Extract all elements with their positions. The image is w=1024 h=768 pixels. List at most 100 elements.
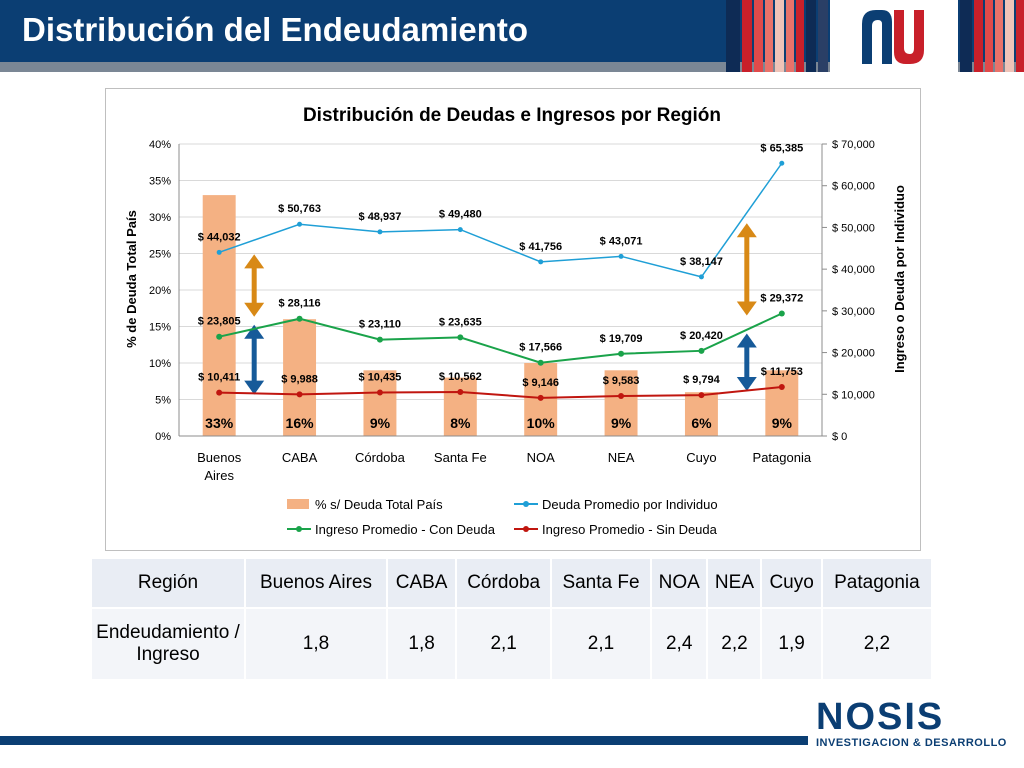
data-label: $ 19,709	[600, 333, 643, 345]
x-tick-label: NOA	[527, 450, 556, 465]
double-arrow-icon	[244, 254, 265, 317]
table-header-cell: Santa Fe	[552, 559, 650, 607]
data-label: $ 65,385	[760, 142, 803, 154]
data-label: $ 17,566	[519, 342, 562, 354]
table-header-cell: NEA	[708, 559, 761, 607]
double-arrow-icon	[244, 324, 265, 395]
y2-tick-label: $ 10,000	[832, 389, 875, 401]
series-point	[618, 393, 625, 400]
bar-label: 10%	[527, 415, 556, 431]
bar	[283, 319, 317, 436]
y2-tick-label: $ 60,000	[832, 181, 875, 193]
x-tick-label: Patagonia	[753, 450, 812, 465]
series-point	[296, 391, 303, 398]
legend-label: Ingreso Promedio - Con Deuda	[315, 522, 496, 537]
series-point	[698, 347, 705, 354]
data-label: $ 49,480	[439, 209, 482, 221]
data-label: $ 9,988	[281, 373, 318, 385]
data-label: $ 9,794	[683, 374, 721, 386]
series-point	[618, 253, 624, 259]
series-point	[296, 315, 303, 322]
legend-label: Deuda Promedio por Individuo	[542, 497, 718, 512]
data-label: $ 41,756	[519, 241, 562, 253]
legend-marker	[523, 501, 529, 507]
y2-tick-label: $ 50,000	[832, 222, 875, 234]
bar-label: 6%	[691, 415, 712, 431]
series-point	[537, 359, 544, 366]
series-point	[457, 227, 463, 233]
bar-label: 33%	[205, 415, 234, 431]
data-label: $ 9,583	[603, 375, 640, 387]
data-label: $ 11,753	[761, 366, 803, 378]
series-point	[457, 334, 464, 341]
data-label: $ 29,372	[760, 292, 803, 304]
data-label: $ 23,110	[359, 319, 401, 331]
series-point	[778, 383, 785, 390]
bar-label: 9%	[370, 415, 391, 431]
bar	[443, 377, 477, 436]
data-label: $ 23,805	[198, 316, 241, 328]
bar	[604, 370, 638, 436]
x-tick-label: Cuyo	[686, 450, 716, 465]
y-tick-label: 40%	[149, 139, 171, 151]
x-tick-label: Santa Fe	[434, 450, 487, 465]
x-tick-label: CABA	[282, 450, 318, 465]
nosis-wordmark: NOSIS	[816, 696, 945, 738]
y-axis-label: % de Deuda Total País	[124, 210, 139, 348]
y2-tick-label: $ 0	[832, 431, 847, 443]
data-label: $ 9,146	[522, 377, 559, 389]
legend-item: Ingreso Promedio - Con Deuda	[287, 522, 496, 537]
table-header-cell: NOA	[651, 559, 707, 607]
data-label: $ 48,937	[359, 211, 402, 223]
series-line	[218, 312, 783, 364]
legend-marker	[296, 526, 302, 532]
data-label: $ 23,635	[439, 316, 482, 328]
table-header-cell: Córdoba	[457, 559, 551, 607]
table-cell: 1,9	[762, 607, 821, 679]
table-row: Endeudamiento / Ingreso 1,8 1,8 2,1 2,1 2,4 2,…	[92, 607, 931, 679]
data-label: $ 38,147	[680, 256, 723, 268]
table-cell: 2,1	[552, 607, 650, 679]
legend-label: % s/ Deuda Total País	[315, 497, 443, 512]
x-tick-label: NEA	[608, 450, 635, 465]
series-point	[457, 388, 464, 395]
table-header-cell: Cuyo	[762, 559, 821, 607]
bar-label: 9%	[772, 415, 793, 431]
y2-tick-label: $ 40,000	[832, 264, 875, 276]
y-tick-label: 20%	[149, 285, 171, 297]
table-header-cell: Buenos Aires	[246, 559, 386, 607]
bar-label: 9%	[611, 415, 632, 431]
header-underline	[0, 62, 1024, 72]
chart: Distribución de Deudas e Ingresos por Re…	[124, 105, 907, 537]
y-tick-label: 5%	[155, 395, 171, 407]
double-arrow-icon	[736, 333, 757, 391]
y-tick-label: 30%	[149, 212, 171, 224]
table-cell: 2,2	[822, 607, 931, 679]
series-point	[779, 160, 785, 166]
y-tick-label: 25%	[149, 249, 171, 261]
bar-label: 8%	[450, 415, 471, 431]
bar-label: 16%	[286, 415, 315, 431]
nu-logo-icon	[862, 10, 924, 64]
y-tick-label: 0%	[155, 431, 171, 443]
series-point	[216, 249, 222, 255]
series-line	[218, 162, 783, 278]
slide-title: Distribución del Endeudamiento	[22, 11, 529, 48]
data-label: $ 50,763	[278, 203, 321, 215]
table-cell: 1,8	[246, 607, 386, 679]
data-label: $ 10,435	[359, 371, 402, 383]
legend-item: Ingreso Promedio - Sin Deuda	[514, 522, 718, 537]
footer-bar	[0, 736, 808, 745]
x-tick-label: Aires	[204, 468, 234, 483]
legend-item: Deuda Promedio por Individuo	[514, 497, 718, 512]
data-label: $ 28,116	[278, 298, 320, 310]
y2-axis-label: Ingreso o Deuda por Individuo	[892, 185, 907, 373]
series-point	[778, 310, 785, 317]
y2-tick-label: $ 70,000	[832, 139, 875, 151]
legend-item: % s/ Deuda Total País	[287, 497, 443, 512]
legend-marker	[523, 526, 529, 532]
bar	[202, 195, 236, 436]
y2-tick-label: $ 20,000	[832, 348, 875, 360]
bar	[684, 392, 718, 436]
y-tick-label: 35%	[149, 176, 171, 188]
